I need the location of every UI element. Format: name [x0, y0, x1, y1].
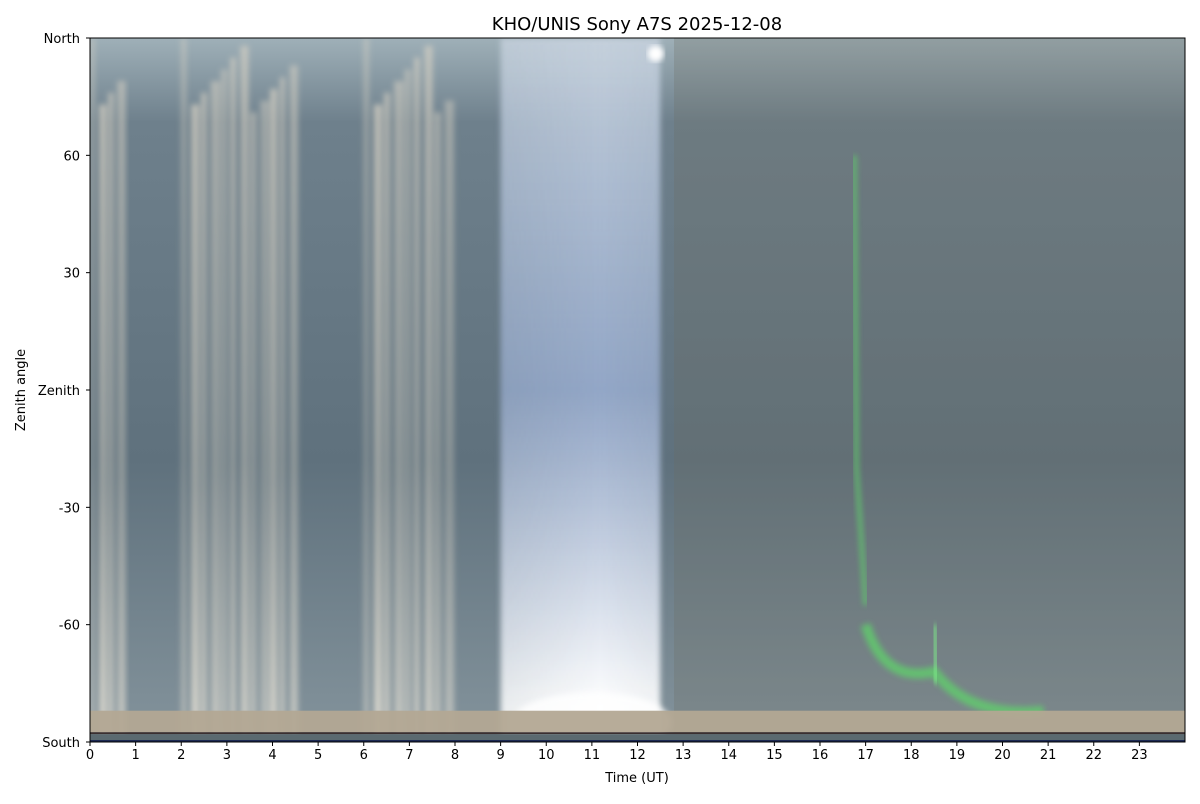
y-tick-label: -30 — [59, 501, 80, 516]
cloud-stripe — [181, 38, 187, 742]
x-tick-label: 20 — [994, 748, 1011, 763]
cloud-stripe — [99, 104, 107, 742]
x-tick-label: 2 — [177, 748, 185, 763]
x-tick-label: 22 — [1085, 748, 1102, 763]
horizon-blue-line — [90, 740, 1185, 742]
x-tick-label: 0 — [86, 748, 94, 763]
cloud-streak — [90, 38, 126, 742]
y-tick-label: North — [44, 32, 80, 47]
x-tick-label: 9 — [496, 748, 504, 763]
x-tick-label: 21 — [1040, 748, 1057, 763]
cloud-stripe — [210, 81, 220, 742]
cloud-stripe — [404, 69, 412, 742]
cloud-stripe — [90, 38, 95, 742]
cloud-stripe — [191, 104, 200, 742]
cloud-stripe — [280, 77, 286, 742]
x-tick-label: 1 — [131, 748, 139, 763]
x-axis: 0 1 2 3 4 5 6 7 8 9 10 11 12 13 14 15 16 17 18 19 20 21 22 23 — [86, 742, 1148, 763]
cloud-stripe — [220, 69, 228, 742]
cloud-stripe — [289, 65, 298, 742]
x-tick-label: 11 — [584, 748, 601, 763]
x-tick-label: 10 — [538, 748, 555, 763]
cloud-streak — [181, 38, 298, 742]
moon-spot — [647, 45, 664, 62]
y-tick-label: Zenith — [38, 384, 80, 399]
x-tick-label: 8 — [451, 748, 459, 763]
x-tick-label: 18 — [903, 748, 920, 763]
x-tick-label: 4 — [268, 748, 276, 763]
x-tick-label: 5 — [314, 748, 322, 763]
y-tick-label: -60 — [59, 619, 80, 634]
aurora-ray — [931, 624, 939, 684]
cloud-stripe — [363, 38, 369, 742]
sky-tint — [674, 38, 1185, 742]
cloud-stripe — [424, 45, 433, 742]
cloud-stripe — [250, 112, 257, 742]
aurora-vertical-band — [852, 155, 868, 606]
horizon-dark-line — [90, 732, 1185, 735]
y-tick-label: 30 — [63, 267, 80, 282]
cloud-stripe — [260, 100, 270, 742]
x-axis-label: Time (UT) — [604, 771, 669, 786]
keogram-image — [90, 38, 1185, 742]
x-tick-label: 19 — [949, 748, 966, 763]
cloud-stripe — [230, 57, 236, 742]
x-tick-label: 6 — [360, 748, 368, 763]
y-tick-label: South — [42, 736, 80, 751]
cloud-stripe — [414, 57, 420, 742]
cloud-stripe — [444, 100, 454, 742]
cloud-stripe — [201, 92, 207, 742]
cloud-stripe — [373, 104, 382, 742]
twilight-glow — [500, 38, 661, 742]
x-tick-label: 17 — [857, 748, 874, 763]
cloud-stripe — [270, 88, 278, 742]
aurora-arc — [852, 155, 1045, 717]
cloud-stripe — [108, 92, 114, 742]
y-tick-label: 60 — [63, 149, 80, 164]
x-tick-label: 7 — [405, 748, 413, 763]
x-tick-label: 12 — [629, 748, 646, 763]
cloud-stripe — [384, 92, 391, 742]
x-tick-label: 23 — [1131, 748, 1148, 763]
cloud-stripe — [434, 112, 441, 742]
cloud-stripe — [240, 45, 249, 742]
y-axis-label: Zenith angle — [14, 349, 29, 431]
x-tick-label: 16 — [812, 748, 829, 763]
y-axis: North 60 30 Zenith -30 -60 South — [38, 32, 90, 751]
cloud-stripe — [117, 81, 126, 742]
x-tick-label: 13 — [675, 748, 692, 763]
chart-title: KHO/UNIS Sony A7S 2025-12-08 — [492, 14, 782, 35]
horizon-bottom — [90, 734, 1185, 742]
cloud-stripe — [394, 81, 404, 742]
x-tick-label: 14 — [720, 748, 737, 763]
x-tick-label: 15 — [766, 748, 783, 763]
horizon-band — [90, 710, 1185, 733]
cloud-streak — [363, 38, 454, 742]
x-tick-label: 3 — [223, 748, 231, 763]
